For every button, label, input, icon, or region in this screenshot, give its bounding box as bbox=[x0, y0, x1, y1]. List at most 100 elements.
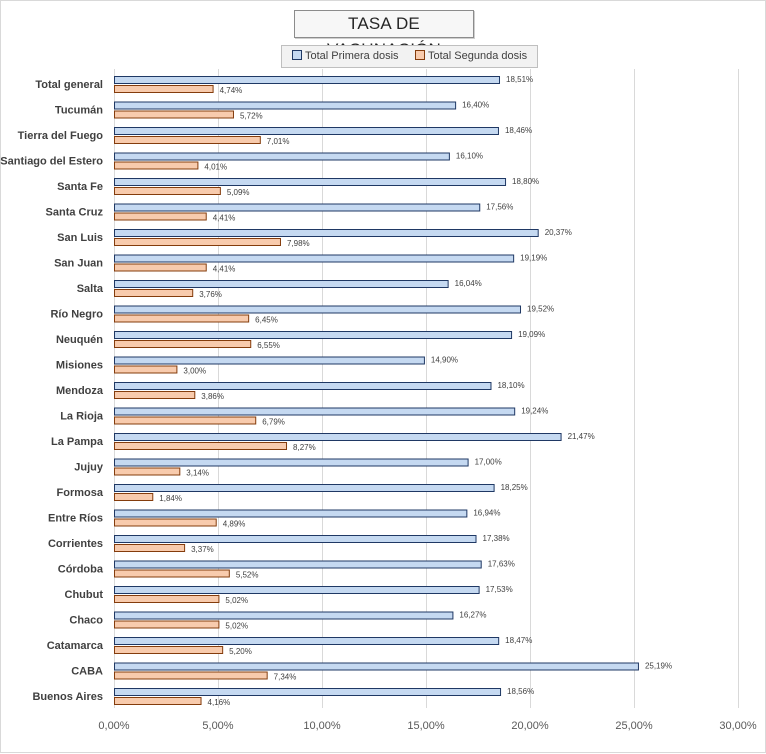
data-label-primera-dosis: 16,40% bbox=[462, 101, 489, 110]
category-label: Neuquén bbox=[56, 334, 103, 346]
data-label-primera-dosis: 16,94% bbox=[473, 509, 500, 518]
bar-primera-dosis bbox=[114, 152, 450, 161]
data-label-segunda-dosis: 5,52% bbox=[236, 571, 259, 580]
bar-primera-dosis bbox=[114, 458, 469, 467]
data-label-segunda-dosis: 4,01% bbox=[204, 163, 227, 172]
bar-primera-dosis bbox=[114, 331, 513, 339]
bar-segunda-dosis bbox=[114, 518, 217, 527]
data-label-primera-dosis: 19,09% bbox=[518, 330, 545, 339]
x-tick-label: 25,00% bbox=[615, 720, 653, 732]
bar-segunda-dosis bbox=[114, 187, 221, 195]
x-tick-label: 15,00% bbox=[407, 720, 445, 732]
bar-segunda-dosis bbox=[114, 544, 186, 552]
data-label-segunda-dosis: 5,72% bbox=[240, 112, 263, 121]
data-label-segunda-dosis: 4,74% bbox=[220, 86, 243, 95]
bar-segunda-dosis bbox=[114, 416, 257, 425]
bar-primera-dosis bbox=[114, 560, 482, 569]
data-label-primera-dosis: 18,80% bbox=[512, 177, 539, 186]
data-label-segunda-dosis: 6,55% bbox=[257, 341, 280, 350]
bar-primera-dosis bbox=[114, 484, 495, 492]
category-label: Jujuy bbox=[74, 462, 104, 474]
category-label: San Juan bbox=[54, 258, 103, 270]
data-label-primera-dosis: 18,46% bbox=[505, 126, 532, 135]
bar-segunda-dosis bbox=[114, 85, 214, 93]
data-label-primera-dosis: 25,19% bbox=[645, 662, 672, 671]
data-label-segunda-dosis: 4,89% bbox=[223, 520, 246, 529]
data-label-segunda-dosis: 7,01% bbox=[267, 137, 290, 146]
data-label-primera-dosis: 20,37% bbox=[545, 228, 572, 237]
data-label-segunda-dosis: 5,02% bbox=[225, 596, 248, 605]
data-label-primera-dosis: 18,10% bbox=[497, 381, 524, 390]
data-label-primera-dosis: 18,47% bbox=[505, 636, 532, 645]
data-label-segunda-dosis: 6,45% bbox=[255, 316, 278, 325]
category-label: CABA bbox=[71, 666, 103, 678]
data-label-primera-dosis: 18,25% bbox=[501, 483, 528, 492]
bar-primera-dosis bbox=[114, 382, 492, 390]
category-label: Río Negro bbox=[50, 309, 103, 321]
data-label-primera-dosis: 16,10% bbox=[456, 152, 483, 161]
category-label: Formosa bbox=[57, 487, 104, 499]
data-label-primera-dosis: 18,56% bbox=[507, 687, 534, 696]
category-label: Córdoba bbox=[58, 564, 104, 576]
bar-primera-dosis bbox=[114, 433, 562, 441]
category-label: Tucumán bbox=[55, 105, 103, 117]
category-label: Tierra del Fuego bbox=[18, 130, 104, 142]
bar-segunda-dosis bbox=[114, 391, 196, 399]
bar-primera-dosis bbox=[114, 611, 454, 620]
legend-swatch-primera bbox=[292, 50, 302, 60]
bar-segunda-dosis bbox=[114, 595, 220, 603]
bar-segunda-dosis bbox=[114, 110, 234, 119]
category-label: Mendoza bbox=[56, 385, 104, 397]
legend-label-segunda: Total Segunda dosis bbox=[428, 50, 528, 62]
bar-segunda-dosis bbox=[114, 314, 250, 323]
category-label: Chubut bbox=[65, 589, 104, 601]
data-label-segunda-dosis: 3,00% bbox=[183, 367, 206, 376]
x-tick-label: 10,00% bbox=[303, 720, 341, 732]
data-label-primera-dosis: 16,27% bbox=[459, 611, 486, 620]
bar-segunda-dosis bbox=[114, 289, 194, 297]
x-tick-label: 0,00% bbox=[98, 720, 129, 732]
x-tick-label: 20,00% bbox=[511, 720, 549, 732]
bar-segunda-dosis bbox=[114, 161, 199, 170]
bar-primera-dosis bbox=[114, 101, 457, 110]
category-label: Santa Fe bbox=[57, 181, 103, 193]
data-label-segunda-dosis: 5,02% bbox=[225, 622, 248, 631]
bar-segunda-dosis bbox=[114, 697, 202, 705]
bar-segunda-dosis bbox=[114, 263, 207, 272]
bar-segunda-dosis bbox=[114, 238, 281, 246]
bar-primera-dosis bbox=[114, 356, 425, 365]
data-label-segunda-dosis: 7,34% bbox=[274, 673, 297, 682]
bar-segunda-dosis bbox=[114, 136, 261, 144]
bar-segunda-dosis bbox=[114, 340, 252, 348]
bar-primera-dosis bbox=[114, 509, 468, 518]
data-label-segunda-dosis: 3,14% bbox=[186, 469, 209, 478]
legend-item-segunda: Total Segunda dosis bbox=[415, 46, 527, 67]
data-label-primera-dosis: 17,56% bbox=[486, 203, 513, 212]
category-label: Chaco bbox=[69, 615, 103, 627]
bar-segunda-dosis bbox=[114, 646, 224, 654]
bar-segunda-dosis bbox=[114, 442, 288, 450]
data-label-segunda-dosis: 6,79% bbox=[262, 418, 285, 427]
category-label: Entre Ríos bbox=[48, 513, 103, 525]
bar-primera-dosis bbox=[114, 637, 500, 645]
data-label-segunda-dosis: 5,20% bbox=[229, 647, 252, 656]
legend: Total Primera dosis Total Segunda dosis bbox=[281, 45, 538, 68]
bar-primera-dosis bbox=[114, 254, 515, 263]
bar-primera-dosis bbox=[114, 178, 507, 186]
data-label-primera-dosis: 21,47% bbox=[568, 432, 595, 441]
bar-segunda-dosis bbox=[114, 467, 181, 476]
bar-primera-dosis bbox=[114, 688, 502, 696]
category-label: Misiones bbox=[56, 360, 103, 372]
bar-segunda-dosis bbox=[114, 493, 154, 501]
category-label: Santa Cruz bbox=[46, 207, 104, 219]
bar-primera-dosis bbox=[114, 127, 499, 135]
bar-segunda-dosis bbox=[114, 212, 207, 221]
data-label-segunda-dosis: 3,86% bbox=[201, 392, 224, 401]
data-label-segunda-dosis: 3,76% bbox=[199, 290, 222, 299]
bar-primera-dosis bbox=[114, 280, 449, 288]
bar-primera-dosis bbox=[114, 662, 639, 671]
data-label-primera-dosis: 18,51% bbox=[506, 75, 533, 84]
legend-item-primera: Total Primera dosis bbox=[292, 46, 399, 67]
